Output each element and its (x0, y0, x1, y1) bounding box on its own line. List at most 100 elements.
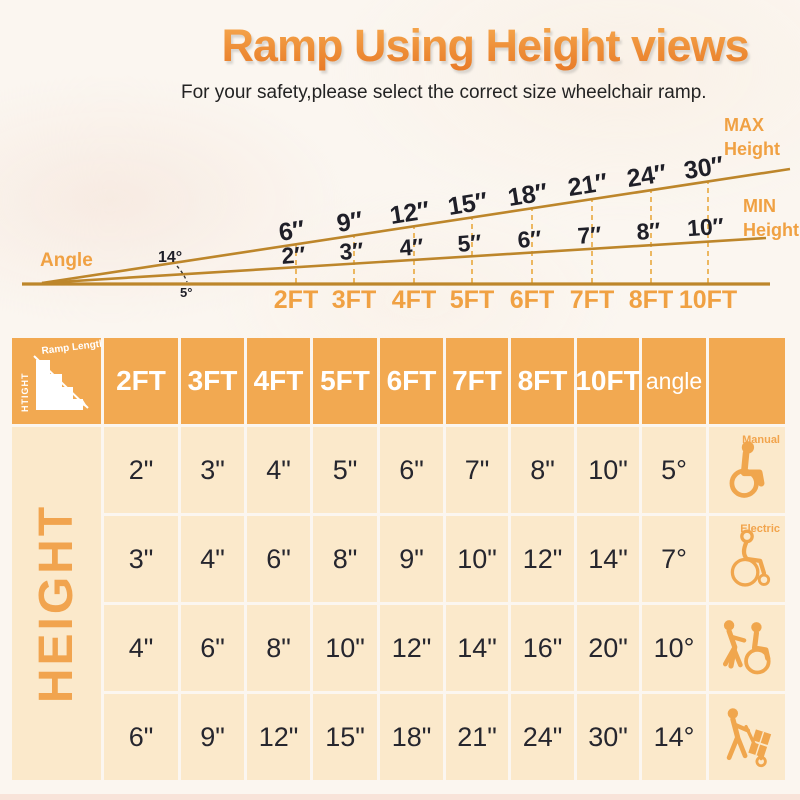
angle-arc (176, 265, 188, 283)
table-cell: 4" (181, 516, 244, 602)
table-cell: 21" (446, 694, 508, 780)
angle-label: Angle (40, 250, 93, 271)
table-cell: 16" (511, 605, 574, 691)
table-cell: 3" (104, 516, 178, 602)
svg-text:2FT: 2FT (274, 286, 318, 314)
table-cell: 8" (313, 516, 377, 602)
svg-text:6FT: 6FT (510, 286, 554, 314)
hand-truck-icon (726, 708, 772, 768)
col-header-10ft: 10FT (575, 338, 641, 424)
attendant-wheelchair-icon (722, 620, 771, 675)
svg-text:Ramp Length: Ramp Length (41, 338, 101, 357)
col-header-7ft: 7FT (446, 338, 508, 424)
table-corner-cell: Ramp Length HTIGHT (12, 338, 106, 424)
table-cell: 9" (380, 516, 443, 602)
ft-axis-labels: 2FT 3FT 4FT 5FT 6FT 7FT 8FT 10FT (274, 286, 737, 314)
manual-label: Manual (742, 434, 780, 446)
svg-text:5FT: 5FT (450, 286, 494, 314)
electric-label: Electric (740, 523, 780, 535)
table-cell: 18" (380, 694, 443, 780)
svg-text:MAX: MAX (724, 115, 764, 135)
svg-text:Height: Height (724, 139, 780, 159)
table-cell: 5" (313, 427, 377, 513)
svg-text:9″: 9″ (335, 206, 365, 238)
table-cell: 10" (313, 605, 377, 691)
svg-text:10″: 10″ (686, 213, 724, 241)
table-cell: 4" (104, 605, 178, 691)
svg-text:Height: Height (743, 220, 799, 240)
row-icon-cell: Electric (709, 516, 785, 602)
svg-text:30″: 30″ (682, 151, 726, 185)
svg-text:3″: 3″ (339, 237, 365, 265)
ft-guide-lines (295, 182, 709, 283)
ramp-size-table: Ramp Length HTIGHT 2FT 3FT 4FT 5FT 6FT 7… (12, 338, 785, 780)
max-angle-value: 14° (158, 249, 182, 266)
svg-text:MIN: MIN (743, 196, 776, 216)
svg-text:HTIGHT: HTIGHT (20, 373, 30, 413)
min-angle-value: 5° (180, 285, 192, 300)
table-cell: 10" (577, 427, 639, 513)
table-cell-angle: 10° (642, 605, 706, 691)
col-header-6ft: 6FT (380, 338, 443, 424)
table-cell: 6" (104, 694, 178, 780)
table-cell: 6" (181, 605, 244, 691)
max-height-label: MAX Height (724, 115, 780, 159)
row-icon-cell: Manual (709, 427, 785, 513)
svg-text:15″: 15″ (446, 187, 490, 221)
col-header-8ft: 8FT (511, 338, 574, 424)
page-subtitle: For your safety,please select the correc… (181, 82, 707, 103)
svg-text:4FT: 4FT (392, 286, 436, 314)
col-header-angle: angle (642, 338, 706, 424)
height-side-label: HEIGHT (12, 427, 101, 780)
svg-text:7″: 7″ (577, 221, 603, 249)
table-cell-angle: 14° (642, 694, 706, 780)
table-cell: 8" (247, 605, 310, 691)
max-ramp-line (41, 167, 791, 285)
table-cell: 3" (181, 427, 244, 513)
svg-text:5″: 5″ (457, 229, 483, 257)
table-cell: 4" (247, 427, 310, 513)
table-cell: 20" (577, 605, 639, 691)
max-height-values: 6″ 9″ 12″ 15″ 18″ 21″ 24″ 30″ (277, 151, 726, 247)
bottom-accent-strip (0, 794, 800, 800)
table-cell: 6" (380, 427, 443, 513)
min-height-label: MIN Height (743, 196, 799, 240)
ramp-angle-diagram: Angle 14° 5° MAX Height MIN Height 6″ 9″… (22, 115, 799, 314)
svg-text:8FT: 8FT (629, 286, 673, 314)
row-icon-cell (709, 605, 785, 691)
table-cell: 14" (577, 516, 639, 602)
table-cell: 10" (446, 516, 508, 602)
svg-text:7FT: 7FT (570, 286, 614, 314)
table-cell: 7" (446, 427, 508, 513)
page-title: Ramp Using Height views (165, 20, 800, 72)
svg-text:6″: 6″ (277, 215, 307, 247)
col-header-icon (709, 338, 785, 424)
svg-text:8″: 8″ (636, 217, 662, 245)
col-header-4ft: 4FT (247, 338, 310, 424)
table-cell: 14" (446, 605, 508, 691)
table-cell: 9" (181, 694, 244, 780)
table-cell: 2" (104, 427, 178, 513)
table-cell: 6" (247, 516, 310, 602)
svg-text:12″: 12″ (388, 196, 432, 230)
table-cell-angle: 7° (642, 516, 706, 602)
electric-wheelchair-icon (730, 529, 771, 587)
min-ramp-line (41, 236, 767, 285)
table-cell: 8" (511, 427, 574, 513)
col-header-3ft: 3FT (181, 338, 244, 424)
manual-wheelchair-icon (729, 441, 765, 498)
svg-text:3FT: 3FT (332, 286, 376, 314)
table-cell: 15" (313, 694, 377, 780)
table-cell: 12" (247, 694, 310, 780)
table-cell-angle: 5° (642, 427, 706, 513)
table-cell: 30" (577, 694, 639, 780)
row-icon-cell (709, 694, 785, 780)
svg-text:21″: 21″ (566, 168, 610, 202)
stairs-ramp-icon: Ramp Length HTIGHT (20, 338, 106, 413)
col-header-2ft: 2FT (104, 338, 178, 424)
svg-text:18″: 18″ (506, 178, 550, 212)
svg-text:10FT: 10FT (679, 286, 737, 314)
svg-text:24″: 24″ (625, 159, 669, 193)
svg-text:6″: 6″ (517, 225, 543, 253)
table-cell: 24" (511, 694, 574, 780)
